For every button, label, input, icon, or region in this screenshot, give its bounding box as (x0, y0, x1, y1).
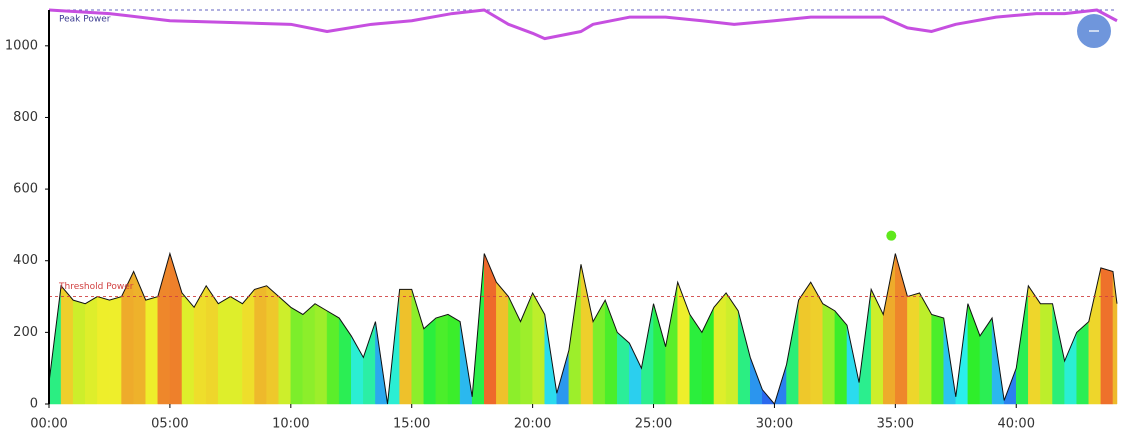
power-fill (266, 285, 279, 405)
power-fill (532, 292, 545, 405)
power-fill (653, 303, 666, 405)
x-tick-label: 15:00 (393, 417, 430, 432)
power-fill (496, 281, 509, 405)
y-tick-label: 400 (13, 253, 38, 268)
power-fill (846, 325, 860, 405)
power-fill (60, 285, 74, 405)
peak-power-line (48, 8, 1118, 41)
power-fill (302, 303, 316, 405)
power-fill (218, 296, 231, 405)
power-fill (508, 296, 521, 405)
power-fill (689, 313, 703, 405)
x-tick-label: 30:00 (756, 417, 793, 432)
x-tick-label: 10:00 (272, 417, 309, 432)
y-tick-label: 800 (13, 110, 38, 125)
power-fill (798, 281, 811, 405)
x-tick-label: 05:00 (151, 417, 188, 432)
power-fill (85, 296, 98, 405)
power-fill (278, 295, 292, 405)
power-fill (1076, 321, 1090, 405)
power-fill (592, 299, 606, 405)
power-fill (254, 285, 267, 405)
x-tick-label: 40:00 (998, 417, 1035, 432)
power-fill (750, 357, 763, 405)
power-fill (326, 310, 340, 405)
power-fill (979, 317, 993, 405)
power-fill (520, 292, 533, 405)
power-fill (919, 292, 932, 405)
power-fill (822, 303, 836, 405)
power-fill (665, 282, 678, 405)
power-fill (435, 314, 449, 405)
power-fill (169, 253, 183, 405)
x-tick-label: 00:00 (30, 417, 67, 432)
zoom-out-button[interactable] (1077, 14, 1111, 48)
power-fill (701, 307, 715, 405)
threshold-label: Threshold Power (58, 282, 134, 292)
power-fill (242, 288, 255, 405)
power-fill (725, 292, 739, 405)
x-tick-label: 25:00 (635, 417, 672, 432)
y-tick-label: 1000 (5, 38, 38, 53)
power-fill (290, 306, 304, 405)
power-fill (109, 296, 122, 405)
y-tick-label: 600 (13, 182, 38, 197)
power-fill (1028, 284, 1041, 405)
power-fill (484, 253, 497, 405)
power-fill (870, 289, 884, 405)
power-line (48, 251, 1118, 406)
power-fill (713, 292, 727, 405)
power-fill (72, 299, 86, 405)
power-fill (641, 303, 654, 405)
power-fill (882, 253, 896, 405)
power-fill (931, 314, 944, 405)
peak-power-label: Peak Power (59, 15, 111, 25)
power-fill (737, 310, 751, 405)
power-fill (1100, 267, 1114, 405)
power-fill (338, 317, 352, 405)
power-fill (145, 296, 159, 405)
power-fill (1015, 285, 1029, 405)
x-tick-label: 35:00 (877, 417, 914, 432)
power-fill (1040, 303, 1053, 405)
power-fill (205, 284, 219, 405)
power-fill (617, 331, 630, 405)
max-marker (886, 230, 897, 241)
power-fill (834, 310, 848, 405)
power-fill (133, 271, 146, 405)
power-fill (1064, 332, 1077, 405)
power-fill (423, 317, 437, 405)
power-fill (447, 314, 461, 405)
power-fill (399, 289, 412, 405)
x-tick-label: 20:00 (514, 417, 551, 432)
power-fill (314, 303, 328, 405)
power-fill (181, 292, 195, 405)
power-fill (363, 321, 376, 405)
power-fill (411, 289, 425, 405)
power-fill (580, 264, 594, 405)
power-fill (677, 282, 691, 405)
y-tick-label: 0 (30, 397, 38, 412)
power-fill (907, 292, 920, 405)
power-fill (230, 296, 243, 405)
y-tick-label: 200 (13, 325, 38, 340)
power-fill (1088, 267, 1102, 405)
power-fill (786, 300, 799, 405)
power-fill (629, 343, 642, 405)
power-fill (97, 296, 110, 405)
